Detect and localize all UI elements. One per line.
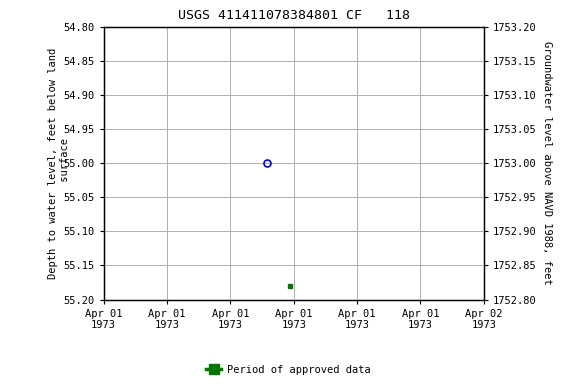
Y-axis label: Depth to water level, feet below land
 surface: Depth to water level, feet below land su… <box>48 48 70 279</box>
Title: USGS 411411078384801 CF   118: USGS 411411078384801 CF 118 <box>178 8 410 22</box>
Y-axis label: Groundwater level above NAVD 1988, feet: Groundwater level above NAVD 1988, feet <box>542 41 552 285</box>
Legend: Period of approved data: Period of approved data <box>202 361 374 379</box>
